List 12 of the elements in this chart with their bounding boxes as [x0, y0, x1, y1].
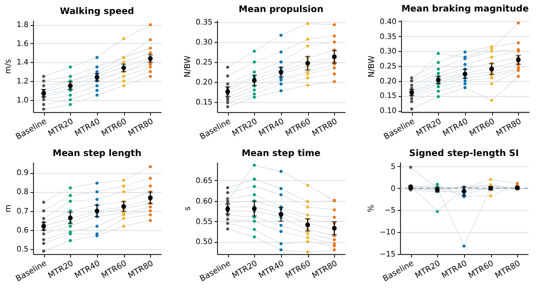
y-axis-title: N/BW [182, 56, 192, 78]
chart-title: Mean step time [242, 149, 320, 159]
chart-title: Signed step-length SI [409, 149, 519, 159]
chart-title: Mean step length [52, 149, 142, 159]
y-axis-title: % [366, 204, 376, 212]
chart-title: Mean braking magnitude [401, 4, 529, 14]
y-axis-title: m [4, 204, 13, 212]
y-axis-title: N/BW [366, 56, 376, 78]
chart-title: Mean propulsion [238, 5, 324, 15]
chart-title: Walking speed [60, 7, 134, 17]
y-axis-title: m/s [4, 59, 13, 74]
y-axis-title: s [182, 206, 192, 211]
